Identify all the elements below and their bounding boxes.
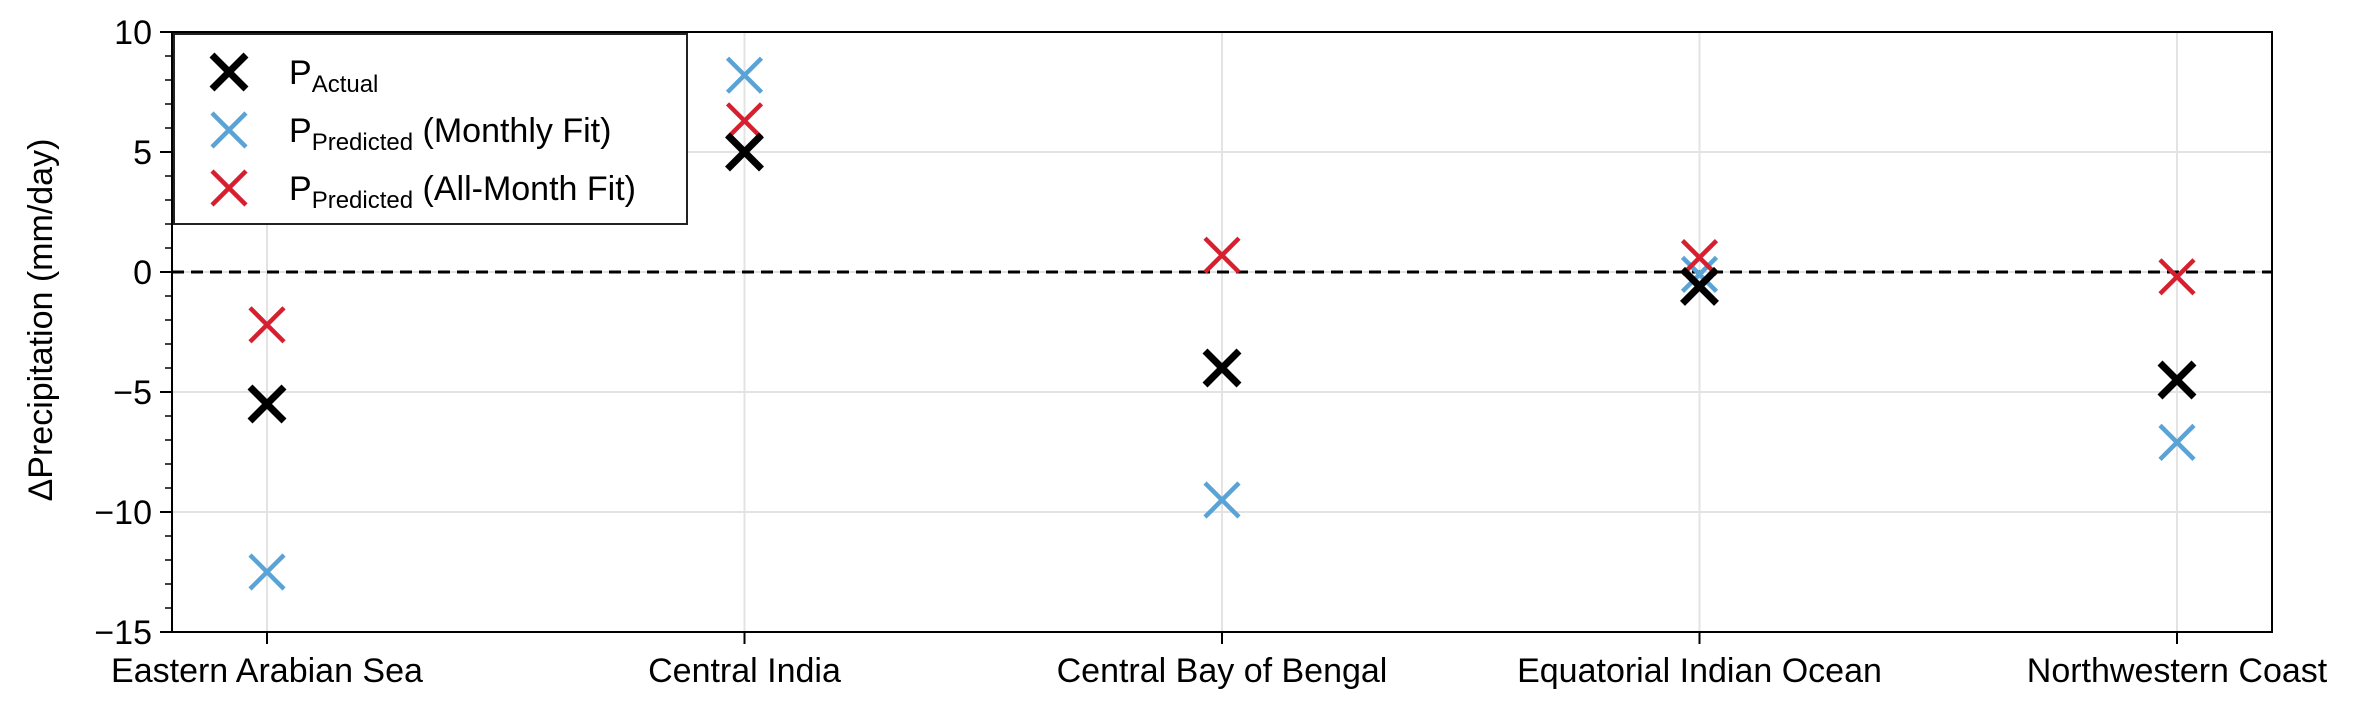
x-tick-label-0: Eastern Arabian Sea: [111, 652, 423, 690]
data-points: [247, 56, 2197, 591]
x-tick-label-1: Central India: [648, 652, 841, 690]
data-point-series-1-4: [2158, 423, 2196, 461]
y-tick-label-3: 0: [133, 254, 152, 292]
data-point-series-1-0: [248, 553, 286, 591]
data-point-series-0-3: [1680, 266, 1719, 306]
legend-label-0: PActual: [289, 54, 378, 98]
y-axis-title: ΔPrecipitation (mm/day): [22, 139, 60, 502]
data-point-series-0-4: [2157, 360, 2197, 400]
y-tick-label-4: 5: [133, 134, 152, 172]
data-point-series-0-1: [725, 132, 764, 172]
data-point-series-0-0: [247, 384, 287, 424]
x-axis: Eastern Arabian Sea Central India Central …: [111, 632, 2328, 690]
legend-box: [173, 33, 688, 225]
legend-marker-2: [210, 169, 248, 207]
y-axis: −15 −10 −5 0 5 10: [94, 14, 172, 652]
y-tick-label-2: −5: [113, 374, 152, 412]
x-tick-label-2: Central Bay of Bengal: [1057, 652, 1388, 690]
data-point-series-1-1: [725, 56, 764, 94]
data-point-series-2-4: [2158, 258, 2196, 296]
legend-label-2: PPredicted (All-Month Fit): [289, 170, 636, 214]
y-tick-label-0: −15: [94, 614, 152, 652]
legend-label-1: PPredicted (Monthly Fit): [289, 112, 611, 156]
legend: PActual PPredicted (Monthly Fit) PPredicte…: [173, 33, 688, 225]
y-tick-label-5: 10: [114, 14, 152, 52]
legend-marker-1: [210, 111, 248, 149]
data-point-series-2-0: [248, 306, 286, 344]
legend-marker-0: [209, 52, 249, 92]
data-point-series-2-3: [1680, 239, 1719, 277]
data-point-series-0-2: [1202, 348, 1242, 388]
data-point-series-2-2: [1203, 236, 1241, 274]
x-tick-label-4: Northwestern Coast: [2027, 652, 2328, 690]
y-tick-label-1: −10: [94, 494, 152, 532]
data-point-series-1-3: [1680, 255, 1719, 293]
data-point-series-2-1: [725, 102, 764, 140]
x-tick-label-3: Equatorial Indian Ocean: [1517, 652, 1882, 690]
data-point-series-1-2: [1203, 481, 1241, 519]
